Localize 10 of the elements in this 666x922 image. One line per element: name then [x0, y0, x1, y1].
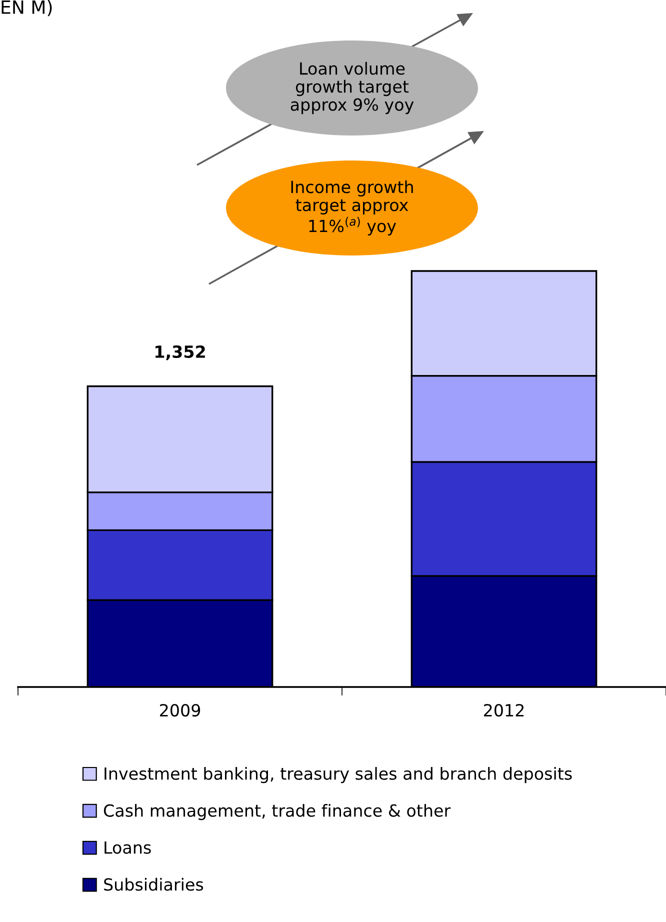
x-tick-label: 2009 — [160, 704, 200, 717]
chart-title: EN M) — [2, 0, 52, 16]
text: Income growth target approx 11%$^{(a)}$ yoy — [291, 180, 413, 236]
legend-label: Investment banking, treasury sales and branch deposits — [104, 767, 572, 784]
legend-label: Loans — [104, 841, 151, 854]
legend-label: Subsidiaries — [104, 878, 204, 891]
annotation: 1,352 — [156, 345, 205, 360]
x-tick-label: 2012 — [484, 704, 524, 717]
text: Loan volume growth target approx 9% yoy — [290, 62, 414, 114]
legend-label: Cash management, trade finance & other — [104, 804, 451, 820]
